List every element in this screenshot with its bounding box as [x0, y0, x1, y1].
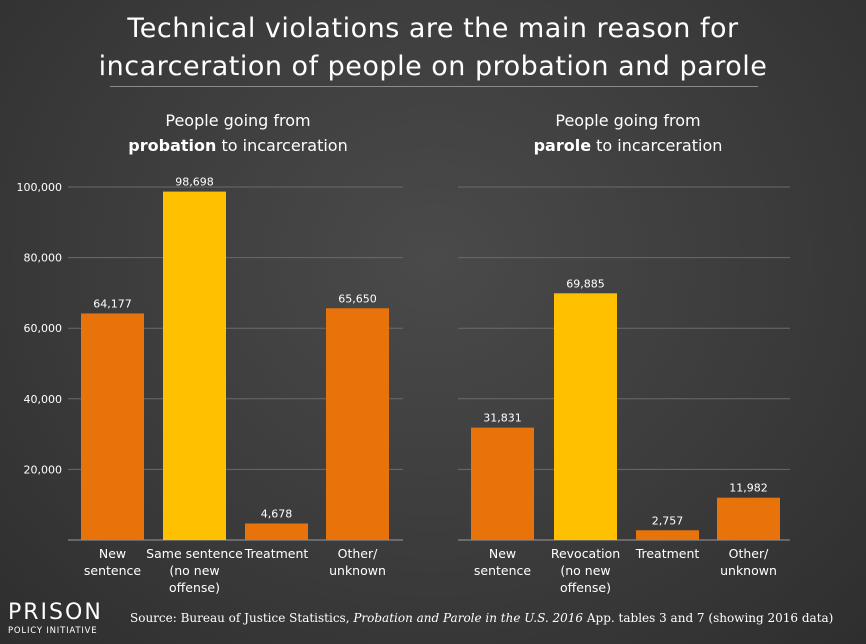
- y-tick-label: 80,000: [24, 252, 63, 265]
- right-subtitle-bold: parole: [533, 136, 592, 155]
- category-label: Other/: [338, 546, 378, 561]
- y-tick-label: 20,000: [24, 463, 63, 476]
- bar: [636, 530, 699, 540]
- category-label: (no new: [560, 563, 610, 578]
- category-label: offense): [560, 580, 611, 595]
- category-label: Treatment: [635, 546, 700, 561]
- left-subtitle-rest: to incarceration: [216, 136, 348, 155]
- y-tick-label: 60,000: [24, 322, 63, 335]
- category-label: Other/: [729, 546, 769, 561]
- bar: [163, 191, 226, 540]
- bar: [717, 497, 780, 540]
- category-label: New: [489, 546, 516, 561]
- data-label: 64,177: [93, 297, 132, 310]
- category-label: unknown: [720, 563, 777, 578]
- category-label: sentence: [474, 563, 532, 578]
- source-note: Source: Bureau of Justice Statistics, Pr…: [130, 611, 833, 625]
- logo-prison: PRISON: [8, 600, 103, 625]
- data-label: 65,650: [338, 292, 377, 305]
- left-subtitle-bold: probation: [128, 136, 217, 155]
- category-label: sentence: [84, 563, 142, 578]
- title-line-1: Technical violations are the main reason…: [127, 13, 739, 44]
- category-label: Revocation: [551, 546, 620, 561]
- source-suffix: App. tables 3 and 7 (showing 2016 data): [583, 611, 834, 625]
- data-label: 98,698: [175, 176, 214, 189]
- bar: [471, 427, 534, 540]
- title-line-2: incarceration of people on probation and…: [98, 51, 768, 82]
- title-divider: [110, 86, 758, 87]
- category-label: (no new: [169, 563, 219, 578]
- chart-title: Technical violations are the main reason…: [0, 10, 866, 86]
- bar: [81, 313, 144, 540]
- category-label: Treatment: [244, 546, 309, 561]
- source-italic: Probation and Parole in the U.S. 2016: [353, 611, 584, 625]
- y-tick-label: 100,000: [17, 181, 63, 194]
- data-label: 11,982: [729, 482, 768, 495]
- y-tick-label: 40,000: [24, 393, 63, 406]
- logo-policy-initiative: POLICY INITIATIVE: [8, 626, 98, 636]
- category-label: Same sentence: [146, 546, 243, 561]
- right-subtitle: People going from parole to incarceratio…: [458, 108, 798, 158]
- right-subtitle-line1: People going from: [555, 111, 701, 130]
- left-subtitle: People going from probation to incarcera…: [68, 108, 408, 158]
- category-label: unknown: [329, 563, 386, 578]
- category-label: New: [99, 546, 126, 561]
- bar: [245, 523, 308, 540]
- data-label: 69,885: [566, 277, 605, 290]
- source-prefix: Source: Bureau of Justice Statistics,: [130, 611, 354, 625]
- data-label: 31,831: [483, 412, 522, 425]
- bar: [326, 308, 389, 540]
- data-label: 2,757: [652, 514, 684, 527]
- category-label: offense): [169, 580, 220, 595]
- right-subtitle-rest: to incarceration: [591, 136, 723, 155]
- data-label: 4,678: [261, 507, 293, 520]
- bar: [554, 293, 617, 540]
- left-subtitle-line1: People going from: [165, 111, 311, 130]
